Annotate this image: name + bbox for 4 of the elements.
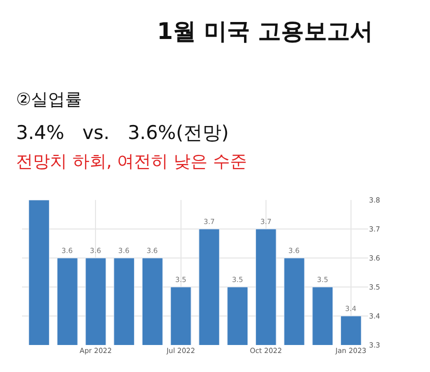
text: 전망치 하회, 여전히 낮은 수준 — [16, 152, 248, 172]
text: 3.4% vs. 3.6%(전망) — [16, 122, 229, 144]
chart-title: 1월 미국 고용보고서 — [157, 19, 374, 45]
text: ②실업률 — [16, 90, 82, 110]
